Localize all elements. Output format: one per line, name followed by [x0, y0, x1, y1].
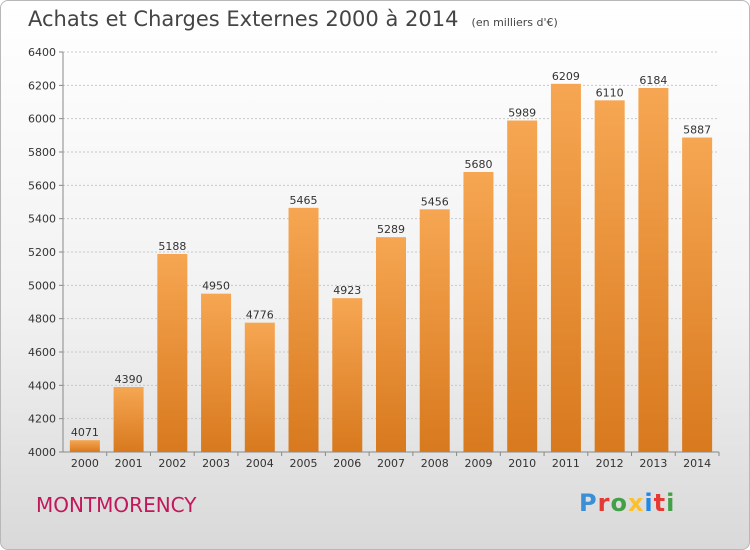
- data-label: 5989: [508, 107, 536, 120]
- bar: [594, 100, 625, 452]
- bar: [376, 237, 406, 452]
- bar: [113, 387, 144, 452]
- data-label: 5289: [377, 223, 405, 236]
- data-label: 5188: [158, 240, 186, 253]
- y-tick-label: 5800: [28, 146, 56, 159]
- bar: [550, 83, 581, 452]
- x-tick-label: 2004: [246, 457, 274, 470]
- data-label: 5680: [464, 158, 492, 171]
- y-tick-label: 6000: [28, 113, 56, 126]
- chart-unit: (en milliers d'€): [471, 16, 558, 29]
- y-tick-label: 6400: [28, 46, 56, 59]
- bar: [332, 298, 363, 452]
- data-label: 4923: [333, 284, 361, 297]
- logo-letter: r: [597, 489, 611, 517]
- x-tick-label: 2003: [202, 457, 230, 470]
- x-tick-label: 2011: [552, 457, 580, 470]
- data-label: 5887: [683, 124, 711, 137]
- logo-letter: x: [627, 489, 645, 517]
- x-tick-label: 2010: [508, 457, 536, 470]
- y-tick-label: 4800: [28, 313, 56, 326]
- bars-group: [69, 83, 713, 452]
- x-tick-label: 2001: [115, 457, 143, 470]
- y-tick-label: 4400: [28, 379, 56, 392]
- y-tick-label: 6200: [28, 79, 56, 92]
- city-name: MONTMORENCY: [36, 493, 197, 517]
- x-tick-label: 2008: [421, 457, 449, 470]
- bar: [638, 88, 669, 452]
- x-tick-label: 2013: [639, 457, 667, 470]
- data-label: 6184: [639, 74, 667, 87]
- chart-title-block: Achats et Charges Externes 2000 à 2014 (…: [28, 7, 558, 31]
- data-label: 4390: [115, 373, 143, 386]
- x-tick-label: 2014: [683, 457, 711, 470]
- proxiti-logo: Proxiti: [579, 489, 675, 517]
- y-tick-label: 4600: [28, 346, 56, 359]
- bar: [69, 440, 100, 452]
- data-label: 6110: [596, 86, 624, 99]
- data-label: 6209: [552, 70, 580, 83]
- bar: [682, 137, 713, 452]
- data-label: 5465: [290, 194, 318, 207]
- data-label: 4071: [71, 426, 99, 439]
- y-tick-label: 5000: [28, 279, 56, 292]
- data-label: 5456: [421, 195, 449, 208]
- data-label: 4950: [202, 280, 230, 293]
- y-tick-label: 5600: [28, 179, 56, 192]
- y-tick-label: 5200: [28, 246, 56, 259]
- logo-letter: i: [666, 489, 676, 517]
- logo-letter: i: [644, 489, 654, 517]
- bar: [419, 209, 450, 452]
- logo-letter: t: [653, 489, 667, 517]
- bar: [157, 254, 188, 452]
- data-label: 4776: [246, 309, 274, 322]
- bar: [507, 120, 538, 452]
- x-tick-label: 2000: [71, 457, 99, 470]
- x-tick-label: 2012: [596, 457, 624, 470]
- bar: [244, 322, 275, 452]
- x-tick-label: 2007: [377, 457, 405, 470]
- chart-title: Achats et Charges Externes 2000 à 2014: [28, 7, 459, 31]
- data-labels: 4071 4390 5188 4950 4776 5465 4923 5289 5456 5680…: [71, 70, 711, 439]
- logo-letter: o: [610, 489, 628, 517]
- bar: [288, 207, 319, 452]
- bar: [201, 293, 232, 452]
- tick-labels: 4000 4200 4400 4600 4800 5000 5200 5400 5600 5800…: [28, 46, 711, 470]
- x-tick-label: 2009: [464, 457, 492, 470]
- y-tick-label: 4200: [28, 413, 56, 426]
- x-tick-label: 2002: [158, 457, 186, 470]
- bar: [463, 172, 494, 452]
- y-tick-label: 4000: [28, 446, 56, 459]
- logo-letter: P: [579, 489, 598, 517]
- x-tick-label: 2006: [333, 457, 361, 470]
- y-tick-label: 5400: [28, 213, 56, 226]
- x-tick-label: 2005: [290, 457, 318, 470]
